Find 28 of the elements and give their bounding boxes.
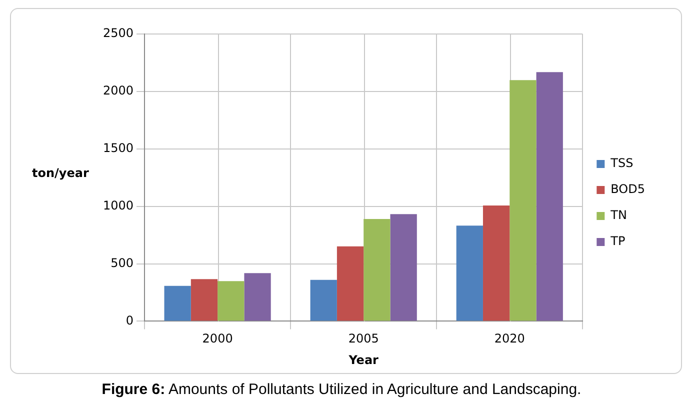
x-tick-label: 2020: [494, 332, 525, 346]
bar: [390, 214, 417, 321]
legend-label: TP: [610, 234, 626, 248]
y-tick-label: 1500: [102, 141, 134, 156]
x-tick-label: 2000: [202, 332, 233, 346]
bar: [336, 246, 364, 321]
legend-label: BOD5: [610, 182, 645, 196]
bar: [244, 273, 271, 321]
bar: [364, 218, 390, 321]
y-tick-label: 2500: [102, 26, 134, 40]
bar: [510, 80, 536, 321]
legend-label: TSS: [610, 156, 634, 170]
bar: [536, 72, 563, 321]
y-tick-label: 2000: [102, 84, 134, 98]
y-tick-label: 500: [110, 256, 134, 270]
y-axis-title: ton/year: [32, 166, 89, 180]
bar: [164, 286, 191, 321]
legend-label: TN: [610, 208, 627, 222]
bar: [482, 206, 510, 321]
x-tick-label: 2005: [348, 332, 379, 346]
y-tick-label: 1000: [102, 198, 134, 212]
bar: [218, 281, 244, 321]
x-axis-title: Year: [348, 352, 379, 367]
y-tick-label: 0: [126, 313, 134, 328]
bar: [456, 226, 483, 321]
caption: Figure 6: Amounts of Pollutants Utilized in Agriculture and Landscaping.: [100, 381, 582, 398]
bar: [310, 280, 337, 321]
bar: [190, 279, 218, 321]
